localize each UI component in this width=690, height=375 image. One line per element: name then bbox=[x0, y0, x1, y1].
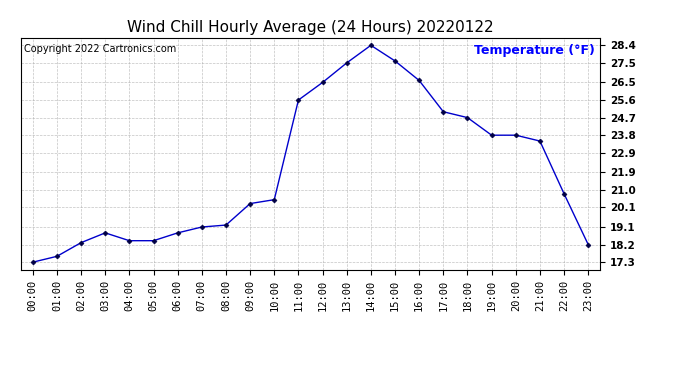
Text: Copyright 2022 Cartronics.com: Copyright 2022 Cartronics.com bbox=[23, 45, 176, 54]
Text: Temperature (°F): Temperature (°F) bbox=[473, 45, 595, 57]
Title: Wind Chill Hourly Average (24 Hours) 20220122: Wind Chill Hourly Average (24 Hours) 202… bbox=[127, 20, 494, 35]
